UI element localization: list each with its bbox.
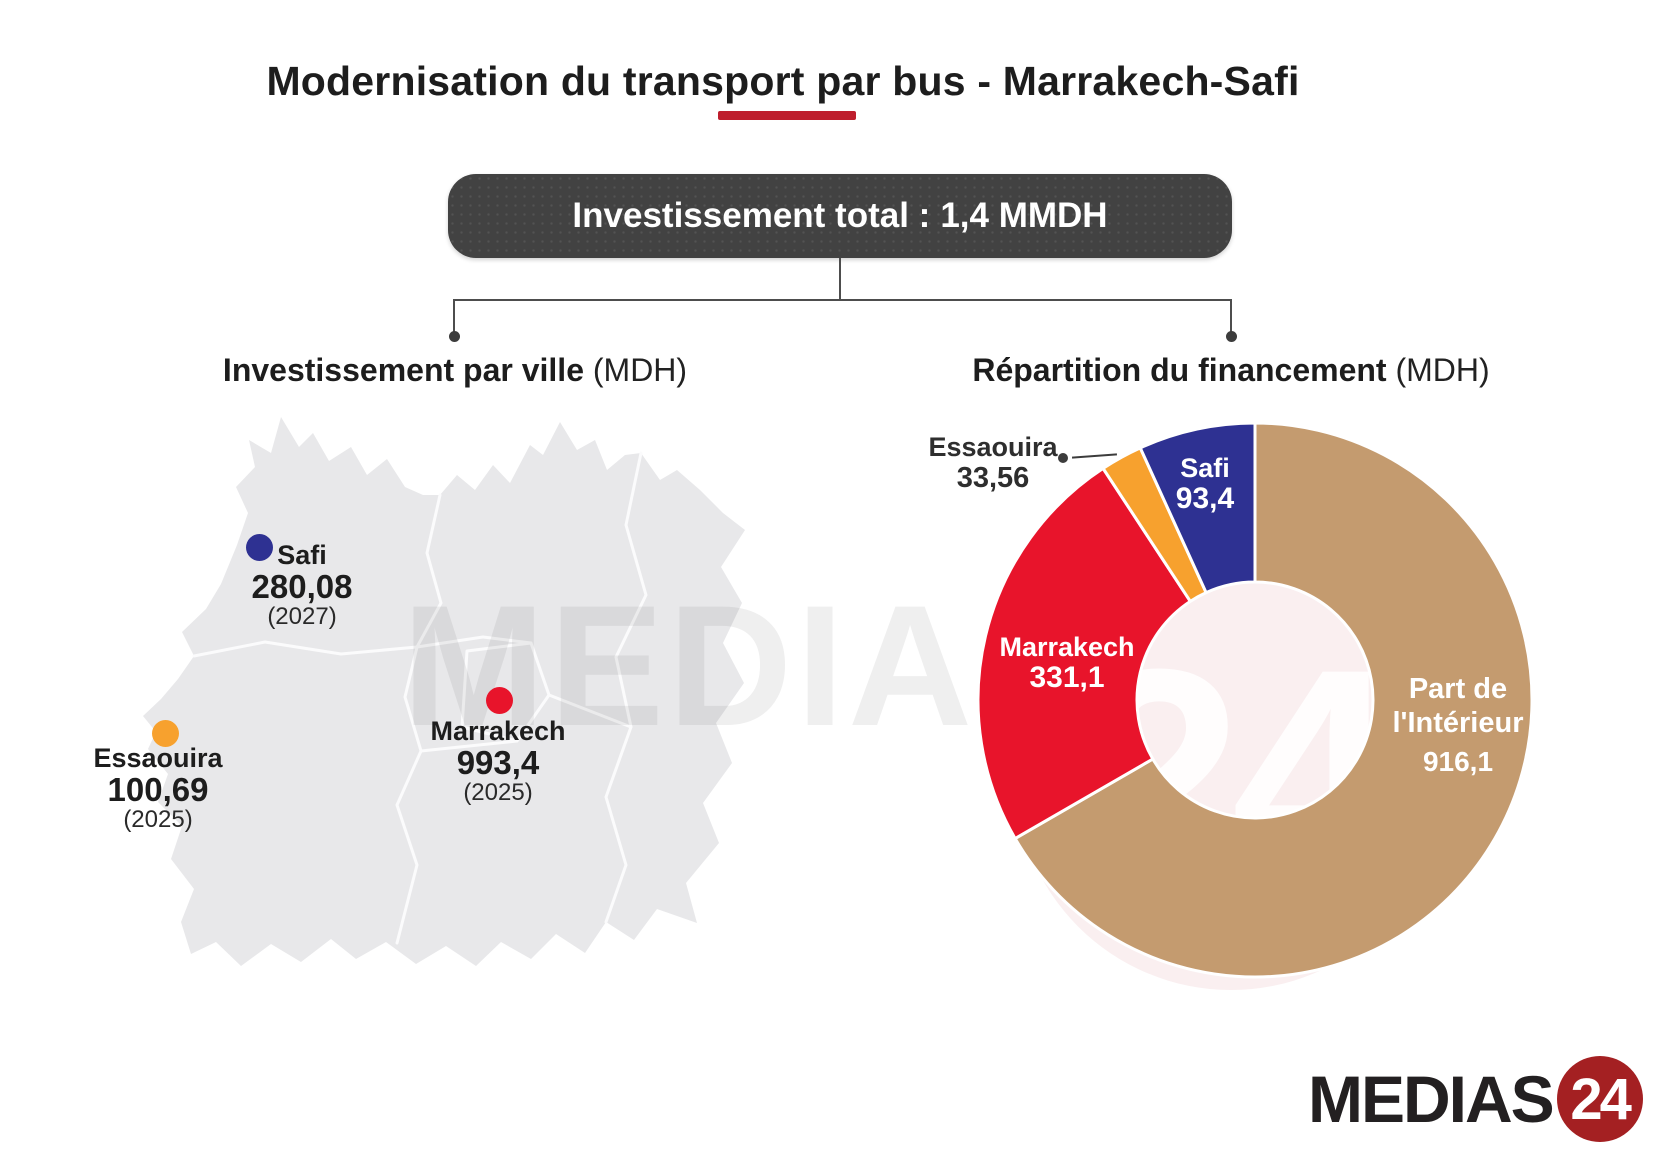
- city-dot-marrakech: [486, 687, 513, 714]
- city-year: (2025): [123, 806, 193, 833]
- slice-label: Marrakech: [999, 632, 1135, 662]
- slice-value: 916,1: [1422, 746, 1494, 777]
- connector-stub-left: [453, 299, 455, 333]
- province-border: [419, 739, 519, 753]
- section-heading-donut: Répartition du financement (MDH): [911, 352, 1551, 388]
- section-heading-map-unit: (MDH): [592, 352, 688, 388]
- donut-slice-interior: [1013, 421, 1534, 979]
- slice-value: 93,4: [1175, 482, 1235, 515]
- province-border: [547, 693, 633, 729]
- title-underline: [718, 111, 856, 120]
- medias24-logo-badge: 24: [1556, 1056, 1643, 1142]
- donut-label-interior: Part de l'Intérieur 916,1: [1338, 672, 1578, 777]
- essaouira-leader-dot: [1058, 453, 1068, 463]
- page-title: Modernisation du transport par bus - Mar…: [266, 58, 1300, 104]
- province-border: [192, 635, 485, 658]
- donut-slice-safi: [1138, 421, 1257, 595]
- total-investment-box: Investissement total : 1,4 MMDH: [448, 174, 1232, 258]
- city-name: Essaouira: [93, 743, 223, 773]
- section-heading-map: Investissement par ville (MDH): [135, 352, 775, 388]
- donut-label-marrakech: Marrakech 331,1: [947, 632, 1187, 693]
- section-heading-donut-unit: (MDH): [1395, 352, 1490, 388]
- city-dot-safi: [246, 534, 273, 561]
- slice-label: Essaouira: [928, 432, 1058, 462]
- donut-label-essaouira: Essaouira 33,56: [873, 432, 1113, 494]
- medias24-logo: MEDIAS 24: [1308, 1056, 1643, 1142]
- city-label-essaouira: Essaouira 100,69 (2025): [38, 744, 278, 834]
- donut-slice-marrakech: [976, 466, 1192, 841]
- connector-vertical-center: [839, 258, 841, 300]
- province-border: [395, 645, 423, 945]
- total-investment-value: 1,4 MMDH: [940, 196, 1108, 235]
- connector-dot-right: [1226, 331, 1237, 342]
- city-year: (2025): [463, 779, 533, 806]
- province-border: [481, 635, 533, 645]
- region-map: [143, 417, 745, 966]
- province-border: [604, 451, 648, 924]
- connector-dot-left: [449, 331, 460, 342]
- city-name: Marrakech: [430, 716, 566, 746]
- medias24-logo-text: MEDIAS: [1308, 1062, 1555, 1136]
- total-investment-label: Investissement total :: [572, 196, 931, 235]
- region-map-outline: [143, 417, 745, 966]
- donut-label-safi: Safi 93,4: [1085, 453, 1325, 514]
- connector-horizontal: [453, 299, 1232, 301]
- slice-value: 33,56: [956, 462, 1030, 494]
- city-label-safi: Safi 280,08 (2027): [182, 541, 422, 631]
- city-name: Safi: [277, 540, 327, 570]
- province-border: [415, 493, 443, 649]
- city-value: 993,4: [456, 744, 540, 781]
- medias24-logo-badge-number: 24: [1570, 1066, 1631, 1132]
- city-label-marrakech: Marrakech 993,4 (2025): [378, 717, 618, 807]
- slice-label: Safi: [1180, 453, 1230, 483]
- city-dot-essaouira: [152, 720, 179, 747]
- connector-stub-right: [1230, 299, 1232, 333]
- slice-label-line2: l'Intérieur: [1392, 707, 1524, 739]
- city-value: 100,69: [107, 771, 209, 808]
- city-year: (2027): [267, 603, 337, 630]
- province-border: [460, 641, 551, 743]
- donut-chart: [976, 421, 1534, 979]
- section-heading-map-text: Investissement par ville: [222, 352, 584, 388]
- slice-label-line1: Part de: [1408, 673, 1508, 705]
- slice-value: 331,1: [1029, 661, 1105, 694]
- section-heading-donut-text: Répartition du financement: [972, 352, 1387, 388]
- city-value: 280,08: [251, 568, 353, 605]
